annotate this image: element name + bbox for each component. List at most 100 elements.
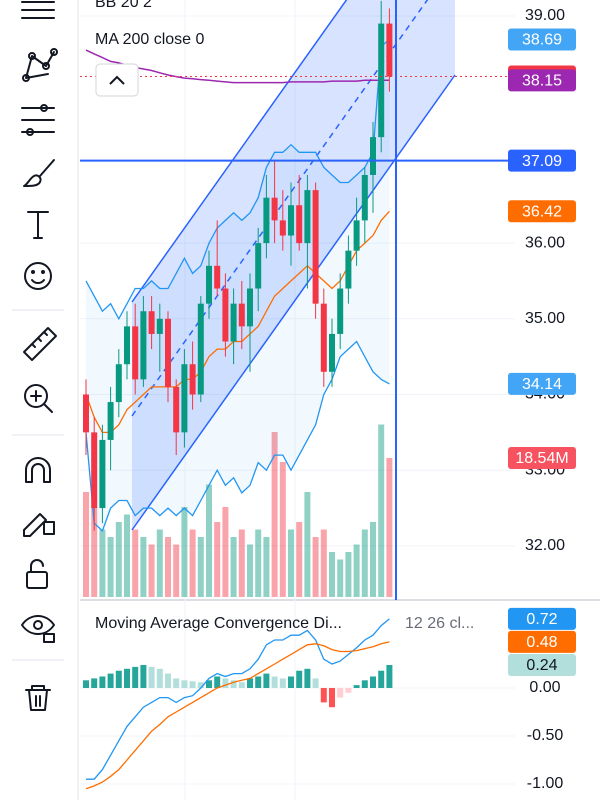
price-tick-label: 39.00 bbox=[525, 7, 565, 24]
candle-body bbox=[173, 386, 180, 433]
macd-histogram-bar bbox=[165, 673, 171, 688]
toolbar bbox=[12, 0, 79, 800]
macd-histogram-bar bbox=[156, 668, 163, 688]
volume-bar bbox=[83, 492, 89, 597]
candle-body bbox=[361, 174, 368, 221]
candle-body bbox=[255, 243, 262, 289]
candle-body bbox=[288, 205, 294, 236]
macd-histogram-bar bbox=[99, 676, 106, 688]
volume-bar bbox=[238, 529, 245, 597]
macd-histogram-bar bbox=[83, 680, 89, 688]
volume-bar bbox=[140, 537, 147, 597]
volume-bar bbox=[329, 552, 335, 597]
macd-histogram-bar bbox=[255, 676, 262, 688]
magnet-tool[interactable] bbox=[25, 457, 51, 483]
macd-histogram-bar bbox=[181, 680, 188, 688]
volume-bar bbox=[165, 537, 171, 597]
volume-bar bbox=[345, 552, 352, 597]
delete-tool[interactable] bbox=[25, 685, 51, 711]
lock-drawing-tool[interactable] bbox=[23, 513, 55, 537]
volume-bar bbox=[115, 522, 122, 597]
macd-line bbox=[86, 618, 390, 780]
volume-bar bbox=[99, 529, 106, 597]
candle-body bbox=[156, 318, 163, 334]
macd-histogram-bar bbox=[238, 682, 245, 688]
macd-histogram-bar bbox=[337, 688, 344, 698]
price-badge bbox=[508, 630, 576, 653]
price-badge bbox=[508, 653, 576, 676]
candle-body bbox=[230, 303, 237, 342]
volume-bar bbox=[124, 514, 130, 597]
candle-body bbox=[91, 432, 98, 509]
lines-tool[interactable] bbox=[21, 1, 55, 19]
price-badge bbox=[508, 200, 576, 223]
candle-body bbox=[312, 190, 319, 304]
volume-bar bbox=[279, 462, 286, 597]
price-badge-label: 34.14 bbox=[522, 376, 562, 393]
price-badge bbox=[508, 372, 576, 395]
candle-body bbox=[189, 364, 196, 395]
price-badge-label: 38.69 bbox=[522, 32, 562, 49]
macd-histogram-bar bbox=[329, 688, 335, 708]
pattern-tool[interactable] bbox=[22, 48, 58, 82]
emoji-tool[interactable] bbox=[24, 262, 52, 290]
candle-body bbox=[370, 137, 376, 175]
fib-tool[interactable] bbox=[21, 104, 55, 136]
bb-basis-line bbox=[85, 210, 390, 434]
text-tool[interactable] bbox=[27, 211, 49, 239]
candle-body bbox=[304, 190, 311, 244]
candle-body bbox=[353, 220, 360, 251]
visibility-tool[interactable] bbox=[21, 615, 55, 643]
macd-histogram-bar bbox=[197, 682, 204, 688]
candle-body bbox=[124, 326, 130, 365]
volume-bar bbox=[247, 544, 253, 597]
bb-lower-line bbox=[85, 340, 390, 532]
macd-histogram-bar bbox=[296, 670, 303, 688]
price-badge-label: 0.24 bbox=[526, 657, 557, 674]
signal-line bbox=[85, 641, 390, 790]
price-badge-label: 38.15 bbox=[522, 73, 562, 90]
volume-bar bbox=[206, 484, 212, 597]
candle-body bbox=[140, 311, 147, 380]
macd-histogram-bar bbox=[312, 678, 319, 688]
volume-bar bbox=[370, 522, 376, 597]
macd-tick-label: -0.50 bbox=[527, 727, 564, 744]
macd-histogram-bar bbox=[345, 688, 352, 693]
volume-bar bbox=[263, 537, 270, 597]
candle-body bbox=[263, 197, 270, 244]
macd-histogram-bar bbox=[361, 680, 368, 688]
price-badge-label: 18.54M bbox=[515, 450, 568, 467]
price-badge-label: 0.48 bbox=[526, 634, 557, 651]
brush-tool[interactable] bbox=[23, 159, 55, 187]
candle-body bbox=[222, 288, 229, 342]
volume-bar bbox=[173, 544, 180, 597]
candle-body bbox=[165, 318, 171, 387]
price-badge bbox=[508, 446, 576, 469]
ruler-tool[interactable] bbox=[23, 327, 57, 361]
volume-bar bbox=[320, 529, 327, 597]
volume-bar bbox=[197, 537, 204, 597]
volume-bar bbox=[288, 529, 294, 597]
bb-legend: BB 20 2 bbox=[95, 0, 152, 11]
volume-bar bbox=[156, 529, 163, 597]
candle-body bbox=[386, 23, 393, 77]
price-pane bbox=[80, 0, 515, 597]
price-badge-label: 0.72 bbox=[526, 611, 557, 628]
macd-histogram-bar bbox=[353, 685, 360, 688]
zoom-tool[interactable] bbox=[24, 384, 53, 413]
collapse-button[interactable] bbox=[95, 63, 139, 97]
macd-histogram-bar bbox=[230, 680, 237, 688]
lock-tool[interactable] bbox=[26, 559, 48, 589]
volume-bar bbox=[214, 522, 221, 597]
candle-body bbox=[378, 23, 385, 138]
price-axis: 39.0036.0035.0034.0033.0032.000.00-0.50-… bbox=[508, 7, 576, 792]
candle-body bbox=[271, 197, 278, 221]
candle-body bbox=[107, 402, 114, 440]
macd-histogram-bar bbox=[214, 676, 221, 688]
macd-histogram-bar bbox=[132, 666, 139, 688]
macd-title: Moving Average Convergence Di... bbox=[95, 615, 342, 632]
macd-histogram-bar bbox=[279, 678, 286, 688]
macd-histogram-bar bbox=[173, 678, 180, 688]
volume-bar bbox=[255, 529, 262, 597]
